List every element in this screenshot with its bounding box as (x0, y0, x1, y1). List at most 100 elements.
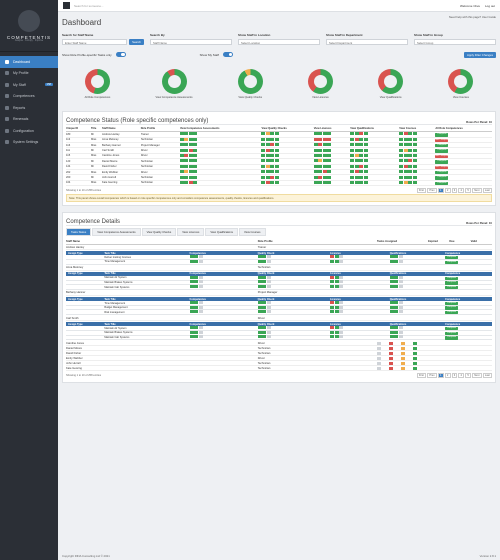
sidebar-item-my-profile[interactable]: My Profile (0, 68, 58, 80)
table-row[interactable]: 180 Mr Andrew Hanley Trainer Complete (66, 131, 492, 138)
page-link[interactable]: 3 (451, 187, 458, 193)
details-column-header[interactable]: Expired (428, 240, 438, 244)
task-row[interactable]: Maintain Brakes Systems Complete (66, 330, 492, 336)
filter-input[interactable]: Select Location (238, 38, 320, 45)
details-column-header[interactable]: Tasks Assigned (376, 240, 398, 244)
column-header[interactable]: Staff Name (102, 126, 141, 133)
page-link[interactable]: Next (472, 372, 482, 378)
page-link[interactable]: 4 (458, 187, 465, 193)
task-row[interactable]: Maintain Brakes Systems Complete (66, 280, 492, 286)
tab-view-quality-checks[interactable]: View Quality Checks (141, 228, 177, 237)
table-row[interactable]: 116 Miss Bethany Hanner Project Manager Comp… (66, 142, 492, 149)
tab-view-competence-assessments[interactable]: View Competence Assessments (92, 228, 141, 237)
logout-link[interactable]: Log out (484, 3, 495, 8)
my-staff-toggle[interactable] (222, 52, 233, 57)
search-button[interactable]: Search (129, 38, 144, 45)
column-header[interactable]: View Quality Checks (261, 126, 314, 133)
apply-filter-button[interactable]: Apply Filter Changes (464, 51, 496, 58)
column-header[interactable]: All Role Competences (435, 126, 492, 133)
donut-chart[interactable]: View Qualifications (378, 68, 404, 105)
person-row[interactable]: John Hurrell Technician (66, 361, 492, 367)
tab-tasks-status[interactable]: Tasks Status (66, 228, 92, 237)
page-link[interactable]: 1 (437, 372, 444, 378)
table-row[interactable]: 124 Mr David Fisher Technician Not Competent (66, 164, 492, 170)
role-profile-toggle[interactable] (115, 52, 126, 57)
page-link[interactable]: Last (482, 187, 492, 193)
donut-chart[interactable]: View Courses (448, 68, 474, 105)
page-link[interactable]: Prev (427, 187, 437, 193)
details-column-header[interactable]: Role Profile (257, 240, 273, 244)
sidebar-item-competences[interactable]: Competences (0, 91, 58, 103)
column-header[interactable]: Title (90, 126, 102, 133)
task-row[interactable]: Time Management Complete (66, 259, 492, 265)
details-column-header[interactable]: Valid (470, 240, 477, 244)
task-row[interactable]: Maintain Cab Systems Complete (66, 335, 492, 341)
person-row[interactable]: Daniel Moore Technician (66, 346, 492, 352)
details-column-header[interactable]: Due (449, 240, 455, 244)
person-row[interactable]: Kate Georing Technician (66, 366, 492, 372)
page-link[interactable]: 2 (444, 187, 451, 193)
page-link[interactable]: Prev (427, 372, 437, 378)
donut-chart[interactable]: View Licences (307, 68, 333, 105)
table-row[interactable]: 202 Miss Emily Webber Driver Complete (66, 169, 492, 176)
page-link[interactable]: 5 (465, 372, 471, 378)
table-row[interactable]: 200 Mr John Hurrell Technician Complete (66, 174, 492, 181)
column-header[interactable]: View Qualifications (350, 126, 400, 133)
page-link[interactable]: 4 (458, 372, 465, 378)
sidebar-item-my-staff[interactable]: My Staff 158 (0, 79, 58, 91)
filter-input[interactable]: Enter Staff Name (62, 38, 128, 45)
page-link[interactable]: First (416, 187, 427, 193)
task-row[interactable]: Time Management Complete (66, 301, 492, 306)
user-guide-link[interactable]: User Guide (481, 15, 496, 19)
page-link[interactable]: First (416, 372, 427, 378)
table-row[interactable]: 113 Miss Anna Meloney Technician Not Compete… (66, 137, 492, 144)
sidebar-item-configuration[interactable]: Configuration (0, 125, 58, 137)
table-row[interactable]: 115 Miss Caroline Jones Driver Not Competent (66, 153, 492, 160)
donut-chart[interactable]: View Quality Checks (237, 68, 263, 105)
sidebar-item-system-settings[interactable]: System Settings (0, 137, 58, 149)
column-header[interactable]: Unique ID (66, 126, 91, 133)
donut-chart[interactable]: All Role Competences (85, 68, 110, 105)
tab-view-courses[interactable]: View Courses (238, 228, 266, 237)
table-row[interactable]: 123 Mr Daniel Moore Technician Complete (66, 158, 492, 165)
page-link[interactable]: 1 (437, 187, 444, 193)
person-row[interactable]: Caroline Jones Driver (66, 341, 492, 347)
tab-view-licences[interactable]: View Licences (177, 228, 205, 237)
person-row[interactable]: Emily Webber Driver (66, 356, 492, 362)
person-row[interactable]: David Fisher Technician (66, 351, 492, 357)
task-row[interactable]: Budget Management Complete (66, 305, 492, 311)
table-row[interactable]: 104 Miss Kate Georing Technician Complete (66, 180, 492, 187)
column-header[interactable]: View Courses (399, 126, 436, 133)
page-link[interactable]: Next (472, 187, 482, 193)
task-row[interactable]: Risk management Complete (66, 310, 492, 316)
donut-chart[interactable]: View Competence Assessments (156, 68, 193, 105)
task-row[interactable]: Maintain Air System Complete (66, 326, 492, 331)
rows-per-panel-select[interactable]: 10 (488, 119, 492, 124)
global-search-input[interactable]: Search for someone... (74, 3, 104, 8)
task-row[interactable]: Maintain Cab Systems Complete (66, 285, 492, 290)
person-row[interactable]: Anna Meloney Technician (66, 266, 492, 271)
column-header[interactable]: Role Profile (140, 126, 180, 133)
sidebar-item-reports[interactable]: Reports (0, 102, 58, 114)
task-row[interactable]: Maintain Air System Complete (66, 275, 492, 281)
page-link[interactable]: 2 (444, 372, 451, 378)
column-header[interactable]: View Licences (313, 126, 351, 133)
tab-view-qualifications[interactable]: View Qualifications (205, 228, 238, 237)
person-row[interactable]: Andrew Hanley Trainer (66, 245, 492, 251)
person-row[interactable]: Bethany Hanner Project Manager (66, 291, 492, 296)
page-link[interactable]: 3 (451, 372, 458, 378)
table-row[interactable]: 111 Mr Carl Smith Driver Complete (66, 147, 492, 154)
task-row[interactable]: Deliver training Courses Complete (66, 255, 492, 261)
filter-input[interactable]: Select Department (326, 38, 408, 45)
filter-input[interactable]: Staff Name (150, 38, 232, 45)
menu-toggle-icon[interactable] (63, 2, 70, 9)
sidebar-item-renewals[interactable]: Renewals (0, 114, 58, 126)
details-column-header[interactable]: Staff Name (66, 240, 81, 244)
sidebar-item-dashboard[interactable]: Dashboard (0, 56, 58, 68)
column-header[interactable]: View Competence Assessments (179, 126, 262, 133)
person-row[interactable]: Carl Smith Driver (66, 316, 492, 322)
filter-input[interactable]: Select Group (414, 38, 496, 45)
page-link[interactable]: 5 (465, 187, 471, 193)
details-rows-select[interactable]: 10 (488, 221, 492, 226)
help-link[interactable]: Need help with this page? (448, 15, 482, 19)
